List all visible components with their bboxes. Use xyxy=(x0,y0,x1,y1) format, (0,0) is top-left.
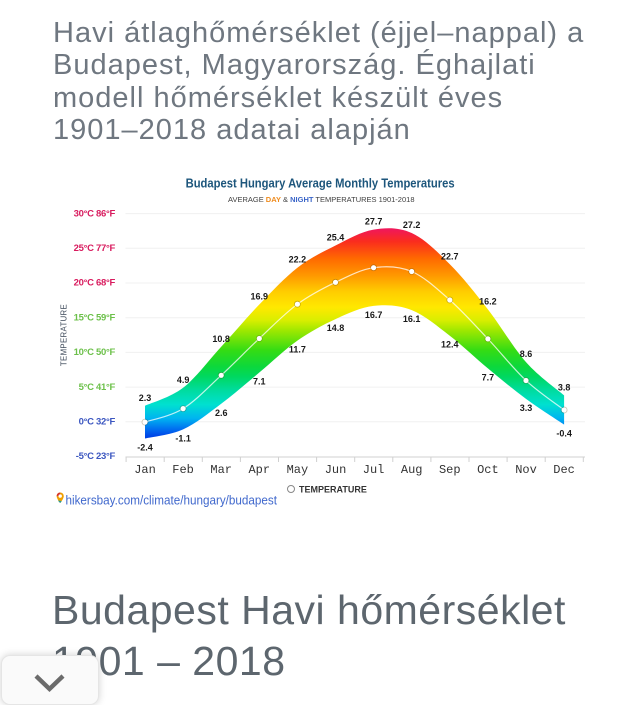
svg-text:4.9: 4.9 xyxy=(177,375,190,385)
svg-text:22.2: 22.2 xyxy=(289,255,307,265)
svg-text:-5°C 23°F: -5°C 23°F xyxy=(76,451,116,462)
svg-text:25.4: 25.4 xyxy=(327,233,345,243)
svg-text:2.3: 2.3 xyxy=(139,393,152,403)
svg-text:Budapest Hungary Average Month: Budapest Hungary Average Monthly Tempera… xyxy=(186,176,455,191)
svg-text:0°C 32°F: 0°C 32°F xyxy=(79,417,116,428)
svg-text:5°C 41°F: 5°C 41°F xyxy=(79,382,116,393)
svg-text:15°C 59°F: 15°C 59°F xyxy=(74,312,116,323)
svg-text:Nov: Nov xyxy=(515,463,537,477)
svg-text:-0.4: -0.4 xyxy=(556,429,572,439)
svg-text:12.4: 12.4 xyxy=(441,340,459,350)
svg-text:hikersbay.com/climate/hungary/: hikersbay.com/climate/hungary/budapest xyxy=(66,494,278,508)
svg-text:7.1: 7.1 xyxy=(253,377,266,387)
svg-text:8.6: 8.6 xyxy=(520,349,533,359)
svg-text:25°C 77°F: 25°C 77°F xyxy=(74,243,116,254)
svg-text:Jan: Jan xyxy=(134,463,156,477)
svg-text:May: May xyxy=(287,463,309,477)
svg-text:10°C 50°F: 10°C 50°F xyxy=(74,347,116,358)
svg-text:Feb: Feb xyxy=(172,463,194,477)
svg-text:27.2: 27.2 xyxy=(403,220,421,230)
svg-text:27.7: 27.7 xyxy=(365,217,383,227)
svg-text:Oct: Oct xyxy=(477,463,499,477)
svg-text:TEMPERATURE: TEMPERATURE xyxy=(299,485,367,495)
svg-text:11.7: 11.7 xyxy=(289,345,306,355)
svg-text:AVERAGE DAY & NIGHT TEMPERATUR: AVERAGE DAY & NIGHT TEMPERATURES 1901-20… xyxy=(228,195,414,204)
svg-text:3.8: 3.8 xyxy=(558,382,571,392)
svg-text:16.9: 16.9 xyxy=(251,292,269,302)
svg-text:16.7: 16.7 xyxy=(365,310,383,320)
svg-text:14.8: 14.8 xyxy=(327,323,345,333)
svg-text:2.6: 2.6 xyxy=(215,408,228,418)
svg-text:TEMPERATURE: TEMPERATURE xyxy=(60,304,69,366)
svg-text:16.2: 16.2 xyxy=(479,296,497,306)
svg-text:10.8: 10.8 xyxy=(212,334,230,344)
svg-text:Mar: Mar xyxy=(210,463,232,477)
svg-text:-2.4: -2.4 xyxy=(137,443,153,453)
svg-text:Jun: Jun xyxy=(325,463,347,477)
svg-text:16.1: 16.1 xyxy=(403,314,421,324)
svg-text:20°C 68°F: 20°C 68°F xyxy=(74,278,116,289)
svg-text:Sep: Sep xyxy=(439,463,461,477)
svg-text:Apr: Apr xyxy=(248,463,270,477)
svg-text:-1.1: -1.1 xyxy=(175,433,191,443)
svg-text:Aug: Aug xyxy=(401,463,423,477)
svg-text:7.7: 7.7 xyxy=(482,372,495,382)
svg-text:30°C 86°F: 30°C 86°F xyxy=(74,208,116,219)
svg-text:22.7: 22.7 xyxy=(441,251,459,261)
svg-text:3.3: 3.3 xyxy=(520,403,533,413)
svg-text:Jul: Jul xyxy=(363,463,385,477)
svg-text:Dec: Dec xyxy=(553,463,575,477)
